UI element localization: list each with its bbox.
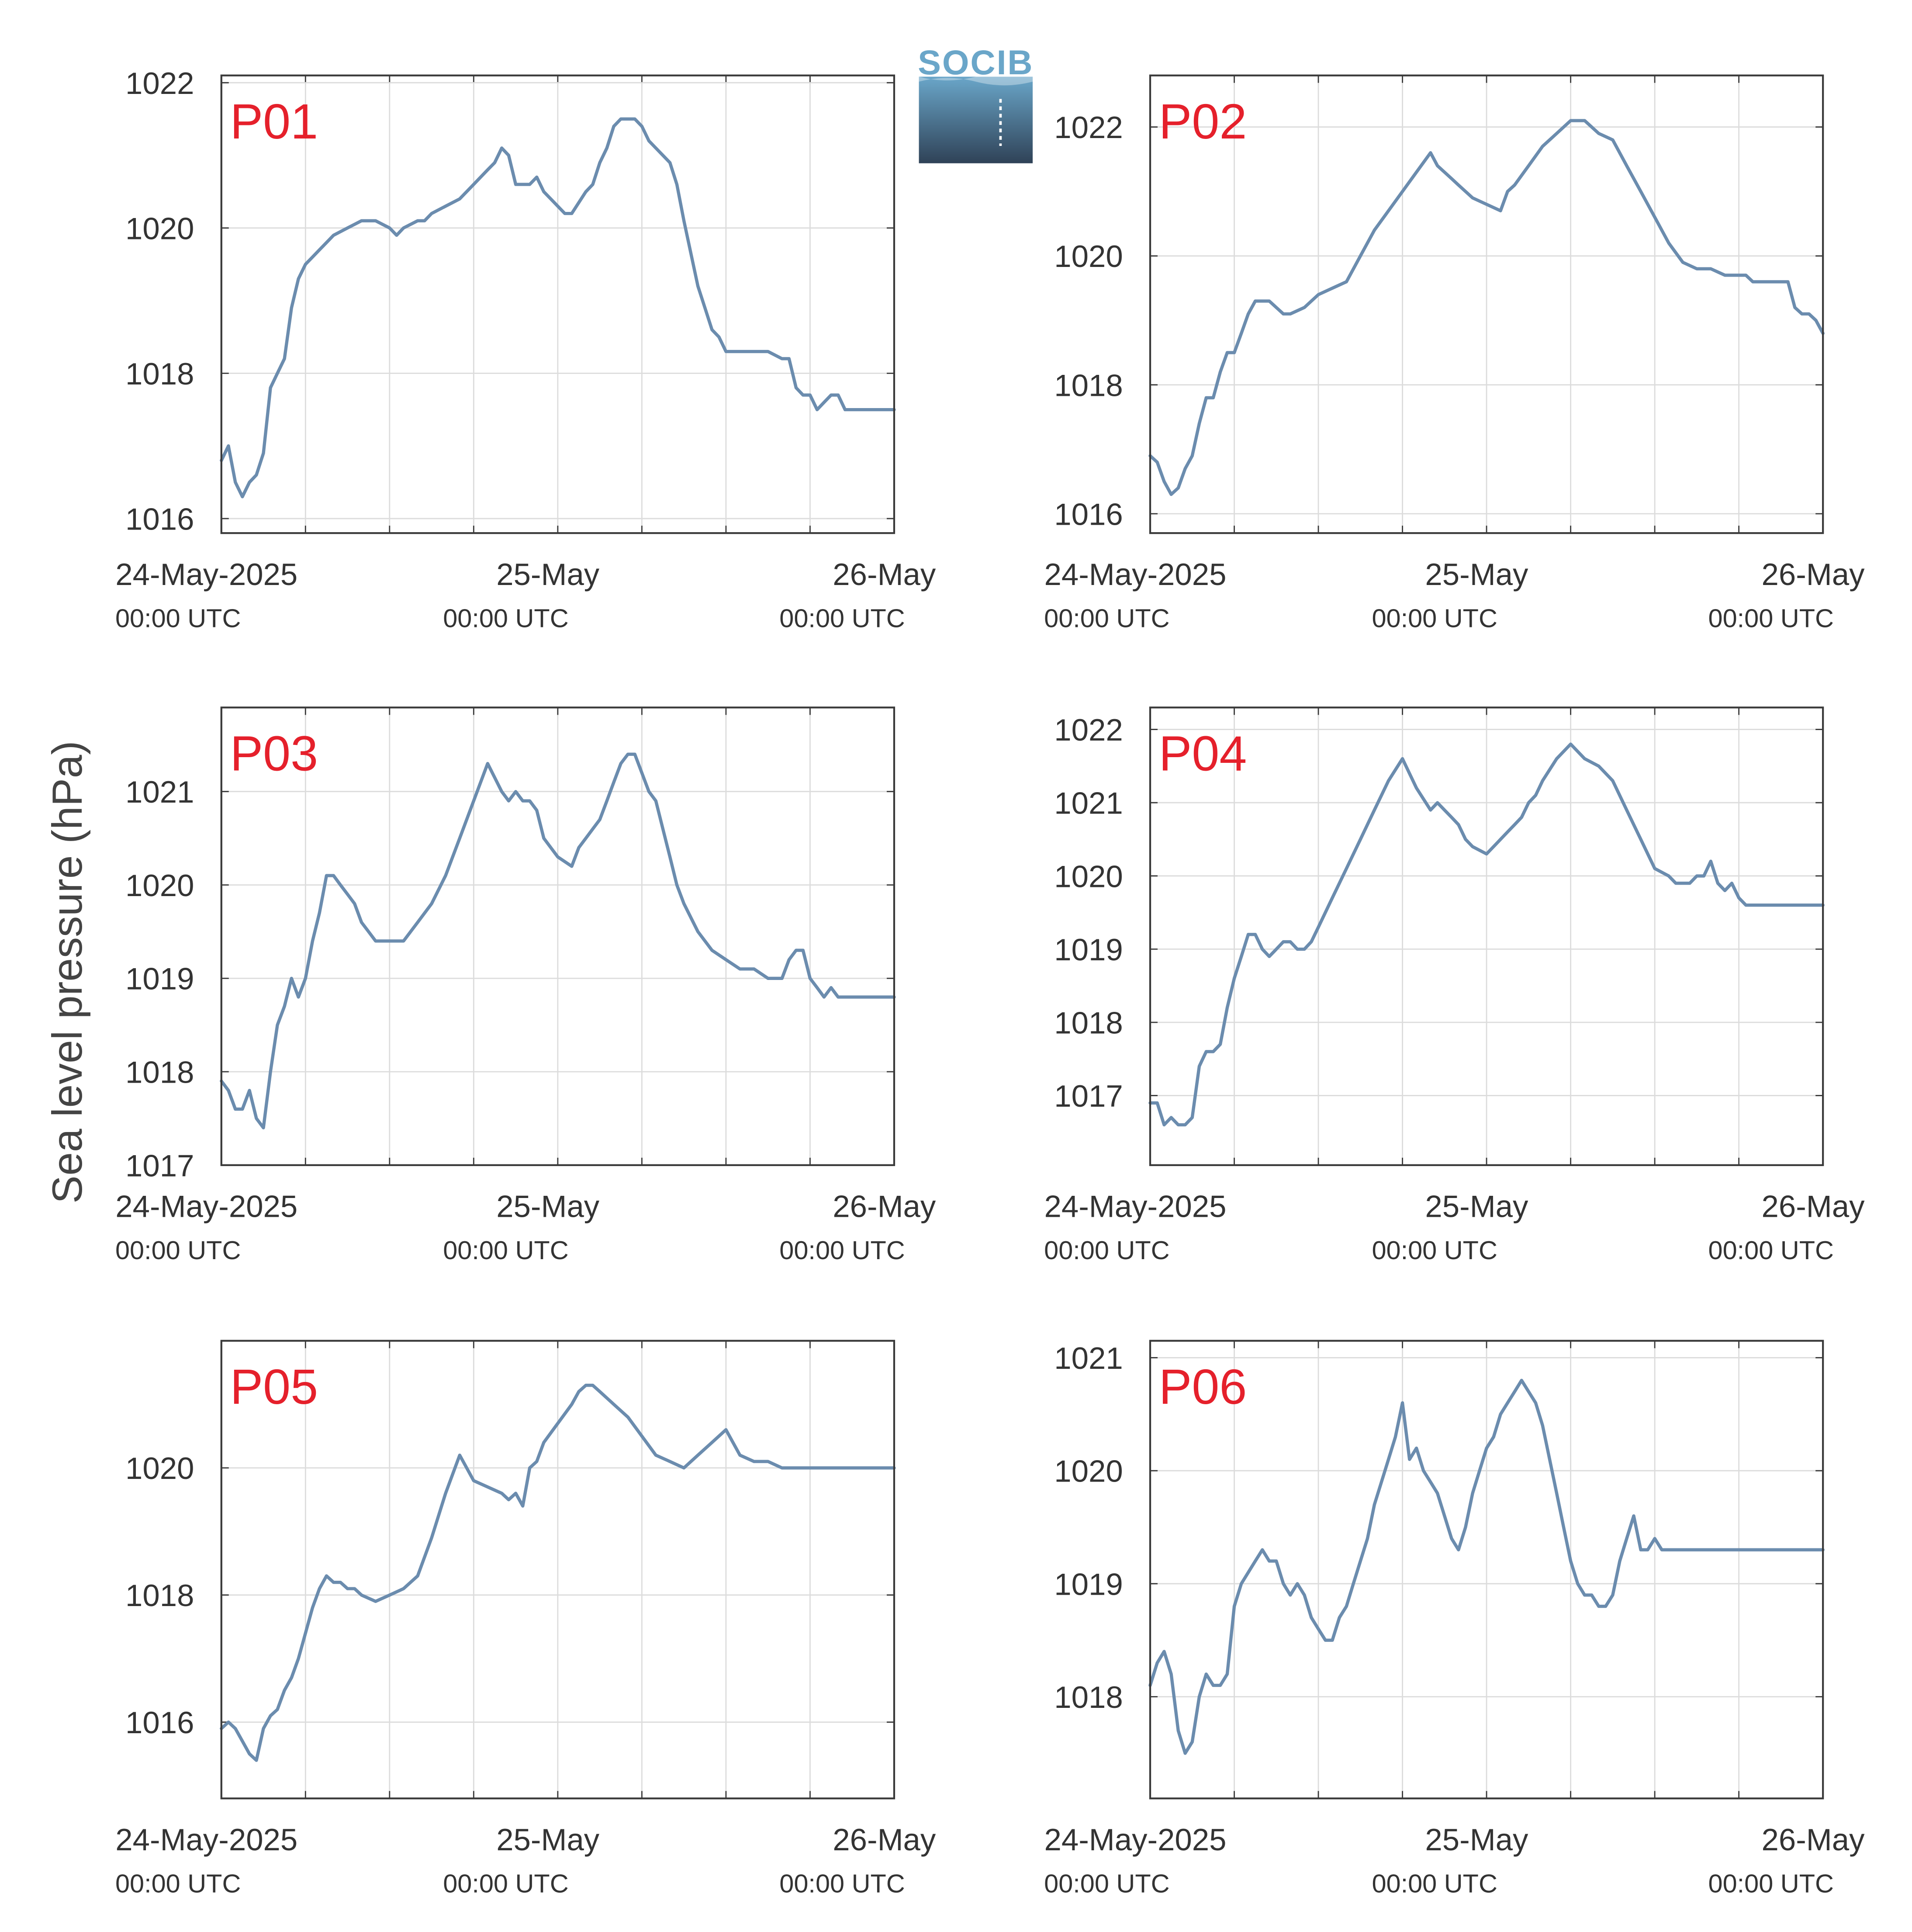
- plot-frame: [1149, 706, 1824, 1166]
- x-tick-time-label: 00:00 UTC: [1708, 1236, 1834, 1265]
- x-tick-date-label: 25-May: [496, 1822, 600, 1857]
- y-tick-label: 1018: [1054, 1005, 1123, 1040]
- series-line: [1148, 1378, 1825, 1755]
- x-tick-date-label: 26-May: [833, 557, 936, 592]
- y-tick-label: 1019: [125, 962, 194, 996]
- x-tick-date-label: 25-May: [496, 557, 600, 592]
- x-tick-time-label: 00:00 UTC: [1708, 603, 1834, 633]
- y-tick-label: 1021: [1054, 786, 1123, 821]
- x-tick-time-label: 00:00 UTC: [1372, 1236, 1497, 1265]
- y-tick-label: 1021: [1054, 1341, 1123, 1375]
- panel-label: P03: [230, 726, 318, 781]
- panel-label: P06: [1159, 1359, 1247, 1414]
- y-tick-label: 1020: [1054, 1454, 1123, 1489]
- x-tick-time-label: 00:00 UTC: [443, 603, 568, 633]
- x-tick-date-label: 26-May: [1762, 557, 1865, 592]
- x-tick-time-label: 00:00 UTC: [1372, 1869, 1497, 1898]
- plot-frame: [1149, 74, 1824, 534]
- x-tick-date-label: 26-May: [833, 1822, 936, 1857]
- y-tick-label: 1022: [1054, 713, 1123, 747]
- x-tick-time-label: 00:00 UTC: [1044, 603, 1169, 633]
- y-tick-label: 1019: [1054, 932, 1123, 967]
- x-tick-date-label: 25-May: [1425, 557, 1528, 592]
- plot-frame: [220, 74, 895, 534]
- y-tick-label: 1018: [125, 1055, 194, 1090]
- plot-frame: [1149, 1340, 1824, 1800]
- panel-p01: 1016 1018 1020 1022 P01 24-May-2025 00:00 UTC 2…: [115, 66, 936, 633]
- plot-frame: [220, 1340, 895, 1800]
- y-tick-label: 1016: [125, 502, 194, 536]
- plot-frame: [220, 706, 895, 1166]
- y-axis-label: Sea level pressure (hPa): [44, 741, 91, 1204]
- y-tick-label: 1021: [125, 775, 194, 809]
- series-line: [1148, 742, 1825, 1127]
- y-tick-label: 1020: [1054, 859, 1123, 893]
- x-tick-time-label: 00:00 UTC: [1044, 1869, 1169, 1898]
- x-tick-time-label: 00:00 UTC: [115, 1869, 241, 1898]
- logo-text: SOCIB: [918, 43, 1034, 82]
- panels-container: 1016 1018 1020 1022 P01 24-May-2025 00:00 UTC 2…: [115, 66, 1865, 1898]
- x-tick-time-label: 00:00 UTC: [115, 1236, 241, 1265]
- y-tick-label: 1016: [1054, 497, 1123, 531]
- x-tick-time-label: 00:00 UTC: [443, 1236, 568, 1265]
- series-line: [220, 117, 896, 499]
- x-tick-date-label: 24-May-2025: [115, 1189, 297, 1224]
- x-tick-date-label: 24-May-2025: [115, 557, 297, 592]
- x-tick-date-label: 25-May: [1425, 1189, 1528, 1224]
- y-tick-label: 1017: [1054, 1079, 1123, 1113]
- series-line: [220, 1384, 896, 1762]
- y-tick-label: 1020: [125, 868, 194, 903]
- x-tick-date-label: 25-May: [1425, 1822, 1528, 1857]
- x-tick-date-label: 24-May-2025: [1044, 557, 1227, 592]
- panel-label: P04: [1159, 726, 1247, 781]
- x-tick-time-label: 00:00 UTC: [1044, 1236, 1169, 1265]
- x-tick-date-label: 24-May-2025: [1044, 1822, 1227, 1857]
- y-tick-label: 1019: [1054, 1567, 1123, 1601]
- y-tick-label: 1018: [1054, 1680, 1123, 1714]
- y-tick-label: 1018: [1054, 368, 1123, 402]
- x-tick-date-label: 25-May: [496, 1189, 600, 1224]
- x-tick-time-label: 00:00 UTC: [779, 1869, 905, 1898]
- panel-label: P05: [230, 1359, 318, 1414]
- y-tick-label: 1018: [125, 357, 194, 391]
- panel-p02: 1016 1018 1020 1022 P02 24-May-2025 00:00 UTC 2…: [1044, 74, 1865, 633]
- x-tick-time-label: 00:00 UTC: [1708, 1869, 1834, 1898]
- x-tick-date-label: 26-May: [1762, 1822, 1865, 1857]
- y-tick-label: 1020: [1054, 239, 1123, 274]
- panel-label: P01: [230, 93, 318, 149]
- x-tick-date-label: 24-May-2025: [115, 1822, 297, 1857]
- logo-wave: [919, 73, 1033, 86]
- x-tick-time-label: 00:00 UTC: [1372, 603, 1497, 633]
- y-tick-label: 1020: [125, 211, 194, 246]
- x-tick-time-label: 00:00 UTC: [443, 1869, 568, 1898]
- panel-p06: 1018 1019 1020 1021 P06 24-May-2025 00:00 UTC 2…: [1044, 1340, 1865, 1898]
- panel-label: P02: [1159, 93, 1247, 149]
- y-tick-label: 1017: [125, 1148, 194, 1183]
- x-tick-time-label: 00:00 UTC: [115, 603, 241, 633]
- series-line: [1148, 119, 1825, 496]
- x-tick-date-label: 26-May: [1762, 1189, 1865, 1224]
- y-tick-label: 1022: [1054, 110, 1123, 145]
- y-tick-label: 1020: [125, 1451, 194, 1485]
- socib-logo: SOCIB: [918, 43, 1034, 163]
- panel-p05: 1016 1018 1020 P05 24-May-2025 00:00 UTC 25-Ma…: [115, 1340, 936, 1898]
- logo-gradient-block: [919, 76, 1033, 163]
- y-tick-label: 1018: [125, 1578, 194, 1613]
- x-tick-time-label: 00:00 UTC: [779, 603, 905, 633]
- y-tick-label: 1022: [125, 66, 194, 100]
- panel-p03: 1017 1018 1019 1020 1021 P03 24-May-2025 00:00 …: [115, 706, 936, 1265]
- x-tick-time-label: 00:00 UTC: [779, 1236, 905, 1265]
- y-tick-label: 1016: [125, 1705, 194, 1740]
- series-line: [220, 752, 896, 1129]
- x-tick-date-label: 24-May-2025: [1044, 1189, 1227, 1224]
- panel-p04: 1017 1018 1019 1020 1021 1022 P04 24-May-2025 00…: [1044, 706, 1865, 1265]
- x-tick-date-label: 26-May: [833, 1189, 936, 1224]
